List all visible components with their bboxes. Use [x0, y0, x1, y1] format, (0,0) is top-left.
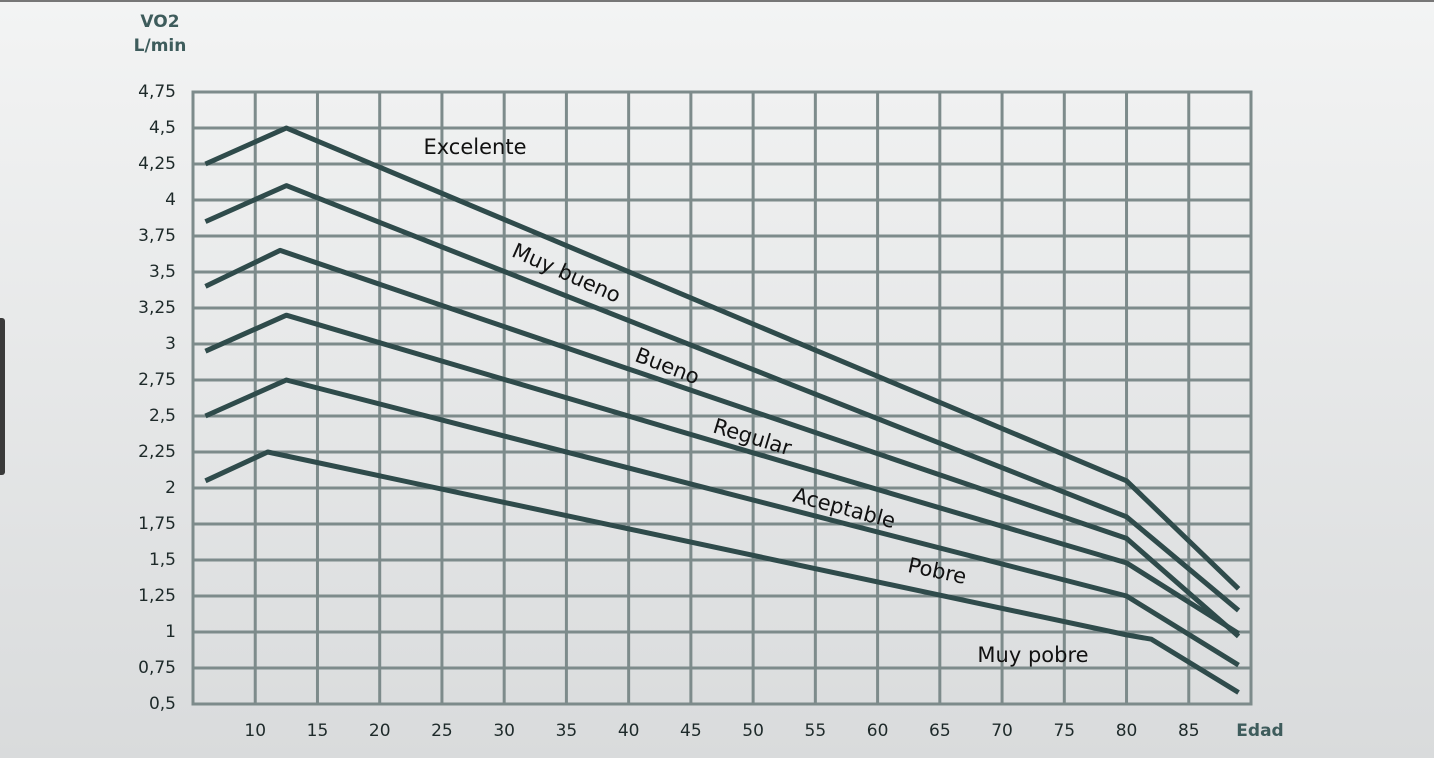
- data-line: [204, 449, 1240, 695]
- y-tick-label: 2,25: [138, 442, 176, 462]
- x-tick-label: 80: [1116, 721, 1138, 741]
- y-tick-label: 3,25: [138, 298, 176, 318]
- x-tick-label: 20: [369, 721, 391, 741]
- data-line: [204, 377, 1240, 668]
- x-tick-label: 60: [867, 721, 889, 741]
- y-tick-label: 4,75: [138, 82, 176, 102]
- x-tick-label: 65: [929, 721, 951, 741]
- x-tick-label: 30: [493, 721, 515, 741]
- y-tick-label: 1,75: [138, 514, 176, 534]
- x-tick-label: 40: [618, 721, 640, 741]
- side-tab: [0, 318, 5, 475]
- y-axis-label: VO2: [140, 12, 179, 32]
- y-tick-label: 2: [165, 478, 176, 498]
- y-axis-label: L/min: [134, 36, 187, 56]
- x-tick-label: 25: [431, 721, 453, 741]
- y-tick-label: 4: [165, 190, 176, 210]
- y-tick-label: 4,25: [138, 154, 176, 174]
- y-tick-label: 3,5: [149, 262, 176, 282]
- x-tick-label: 50: [742, 721, 764, 741]
- data-line: [204, 247, 1241, 639]
- x-tick-label: 45: [680, 721, 702, 741]
- data-line: [204, 312, 1240, 636]
- x-tick-label: 35: [556, 721, 578, 741]
- y-tick-label: 3,75: [138, 226, 176, 246]
- x-tick-label: 85: [1178, 721, 1200, 741]
- y-tick-label: 0,5: [149, 694, 176, 714]
- y-tick-label: 2,75: [138, 370, 176, 390]
- y-tick-label: 1,25: [138, 586, 176, 606]
- x-tick-label: 75: [1053, 721, 1075, 741]
- y-tick-label: 1,5: [149, 550, 176, 570]
- zone-label: Pobre: [906, 553, 969, 589]
- x-tick-label: 15: [307, 721, 329, 741]
- y-tick-label: 3: [165, 334, 176, 354]
- x-tick-label: 10: [244, 721, 266, 741]
- y-tick-label: 2,5: [149, 406, 176, 426]
- x-tick-label: 70: [991, 721, 1013, 741]
- x-axis-label: Edad: [1236, 721, 1283, 741]
- x-tick-label: 55: [805, 721, 827, 741]
- data-line: [204, 125, 1241, 591]
- zone-label: Muy pobre: [977, 643, 1088, 667]
- data-line: [204, 183, 1241, 613]
- y-tick-label: 0,75: [138, 658, 176, 678]
- y-tick-label: 4,5: [149, 118, 176, 138]
- y-tick-label: 1: [165, 622, 176, 642]
- zone-label: Excelente: [423, 135, 526, 159]
